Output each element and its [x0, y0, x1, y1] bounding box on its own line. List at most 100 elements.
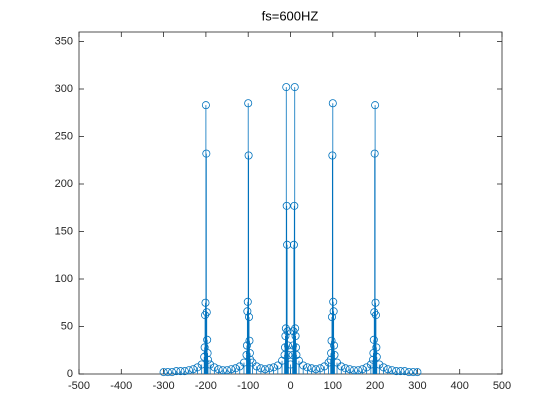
stem-marker [269, 363, 278, 372]
stem-marker [163, 368, 172, 377]
stem-marker [396, 367, 405, 376]
stem-marker [284, 350, 293, 359]
stem-marker [202, 149, 211, 158]
stem-marker [243, 307, 252, 316]
stem-marker [242, 341, 251, 350]
stem-marker [180, 367, 189, 376]
stem-marker [400, 367, 409, 376]
stem-marker [201, 298, 210, 307]
stem-marker [231, 364, 240, 373]
stem-marker [292, 350, 301, 359]
chart-title: fs=600HZ [262, 8, 319, 23]
stem-marker [252, 362, 261, 371]
stem-marker [201, 101, 210, 110]
stem-marker [244, 151, 253, 160]
stem-marker [202, 308, 211, 317]
y-tick-label: 250 [55, 130, 73, 142]
stem-marker [244, 99, 253, 108]
stem-marker [283, 327, 292, 336]
x-tick-label: -200 [195, 380, 217, 392]
stem-marker [303, 363, 312, 372]
stem-marker [204, 355, 213, 364]
stem-marker [392, 367, 401, 376]
stem-marker [371, 101, 380, 110]
x-tick-label: 0 [287, 380, 293, 392]
y-tick-label: 50 [61, 320, 73, 332]
stem-marker [354, 366, 363, 375]
stem-marker [330, 341, 339, 350]
stem-marker [168, 368, 177, 377]
stem-marker [256, 364, 265, 373]
stem-marker [189, 365, 198, 374]
stem-marker [203, 349, 212, 358]
stem-marker [383, 365, 392, 374]
x-tick-label: -100 [237, 380, 259, 392]
y-tick-label: 350 [55, 35, 73, 47]
stem-marker [388, 366, 397, 375]
plot-area [78, 31, 503, 375]
stem-marker [299, 361, 308, 370]
stem-marker [261, 365, 270, 374]
stem-marker [328, 151, 337, 160]
stem-marker [328, 99, 337, 108]
stem-marker [206, 360, 215, 369]
stem-marker [379, 363, 388, 372]
stem-marker [291, 324, 300, 333]
stem-marker [227, 365, 236, 374]
stem-marker [184, 366, 193, 375]
x-tick-label: 300 [408, 380, 426, 392]
stem-marker [246, 355, 255, 364]
stem-marker [291, 331, 300, 340]
stem-marker [337, 362, 346, 371]
stem-marker [409, 368, 418, 377]
stem-marker [372, 343, 381, 352]
x-tick-label: 200 [366, 380, 384, 392]
x-tick-label: 100 [324, 380, 342, 392]
x-tick-label: 400 [451, 380, 469, 392]
stem-marker [214, 365, 223, 374]
stem-marker [283, 341, 292, 350]
stem-marker [358, 365, 367, 374]
stem-marker [290, 83, 299, 92]
x-tick-label: 500 [493, 380, 511, 392]
stem-marker [282, 201, 291, 210]
y-tick-label: 150 [55, 225, 73, 237]
stem-marker [345, 365, 354, 374]
stem-marker [193, 363, 202, 372]
stem-marker [203, 335, 212, 344]
stem-marker [159, 368, 168, 377]
stem-marker [307, 364, 316, 373]
stem-marker [330, 350, 339, 359]
stem-marker [341, 364, 350, 373]
stem-marker [327, 336, 336, 345]
stem-marker [404, 368, 413, 377]
stem-marker [172, 367, 181, 376]
x-tick-label: -300 [153, 380, 175, 392]
stem-marker [283, 240, 292, 249]
stem-marker [372, 352, 381, 361]
stem-marker [349, 366, 358, 375]
stem-marker [245, 312, 254, 321]
stem-marker [370, 149, 379, 158]
y-tick-label: 300 [55, 83, 73, 95]
stem-marker [291, 343, 300, 352]
y-tick-label: 100 [55, 273, 73, 285]
stem-marker [176, 367, 185, 376]
stem-marker [289, 240, 298, 249]
stem-marker [362, 363, 371, 372]
x-tick-label: -400 [110, 380, 132, 392]
stem-marker [371, 311, 380, 320]
stem-marker [245, 349, 254, 358]
stem-marker [265, 364, 274, 373]
stem-marker [218, 366, 227, 375]
stem-marker [281, 331, 290, 340]
stem-marker [371, 298, 380, 307]
stem-marker [311, 365, 320, 374]
stem-marker [375, 360, 384, 369]
stem-marker [294, 356, 303, 365]
stem-marker [327, 312, 336, 321]
stem-marker [210, 363, 219, 372]
stem-marker [329, 307, 338, 316]
stem-marker [290, 201, 299, 210]
